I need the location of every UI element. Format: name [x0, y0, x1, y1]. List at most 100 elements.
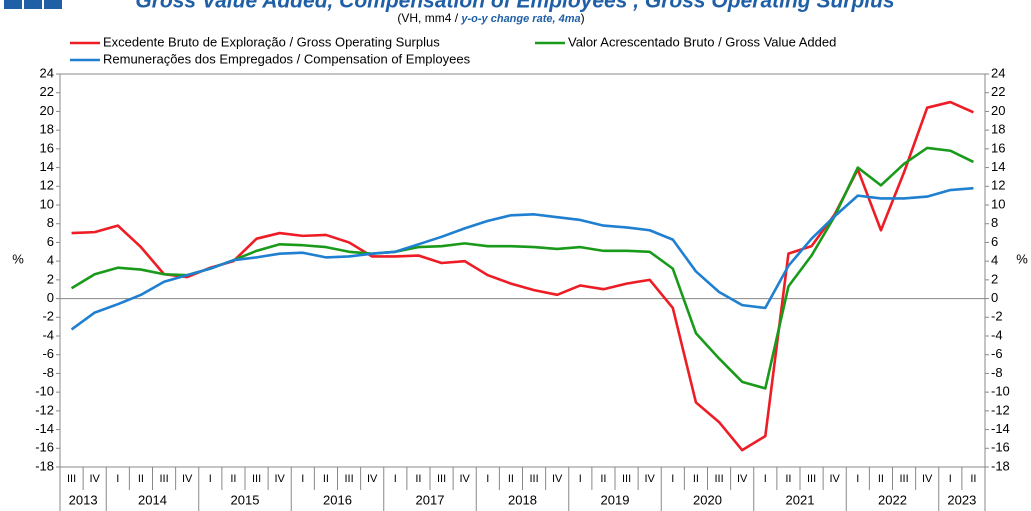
x-tick-label: I: [116, 473, 119, 485]
y-tick-label: -14: [35, 421, 54, 436]
x-tick-label: II: [785, 473, 791, 485]
y2-tick-label: -12: [991, 402, 1010, 417]
y-tick-label: -18: [35, 458, 54, 473]
y2-tick-label: -2: [991, 309, 1003, 324]
x-tick-label: III: [529, 473, 538, 485]
x-tick-label: IV: [459, 473, 470, 485]
y-tick-label: -4: [42, 327, 54, 342]
y2-tick-label: 2: [991, 271, 998, 286]
y2-tick-label: -14: [991, 421, 1010, 436]
x-tick-label: IV: [89, 473, 100, 485]
year-label: 2015: [231, 492, 260, 507]
y-tick-label: -2: [42, 309, 54, 324]
x-tick-label: III: [344, 473, 353, 485]
year-label: 2014: [138, 492, 167, 507]
year-label: 2019: [601, 492, 630, 507]
y-tick-label: 22: [40, 84, 54, 99]
x-tick-label: I: [671, 473, 674, 485]
year-label: 2021: [786, 492, 815, 507]
logo-block: [44, 0, 62, 9]
x-tick-label: I: [394, 473, 397, 485]
subtitle-part: ): [581, 11, 585, 25]
y2-tick-label: 18: [991, 122, 1005, 137]
legend-label: Excedente Bruto de Exploração / Gross Op…: [103, 34, 440, 49]
x-tick-label: IV: [367, 473, 378, 485]
y-tick-label: -16: [35, 440, 54, 455]
x-tick-label: II: [138, 473, 144, 485]
x-tick-label: II: [508, 473, 514, 485]
y2-tick-label: -6: [991, 346, 1003, 361]
y-tick-label: -12: [35, 402, 54, 417]
x-tick-label: IV: [274, 473, 285, 485]
x-tick-label: III: [437, 473, 446, 485]
x-tick-label: III: [899, 473, 908, 485]
x-tick-label: IV: [922, 473, 933, 485]
y2-tick-label: -8: [991, 365, 1003, 380]
y2-tick-label: 20: [991, 103, 1005, 118]
y-tick-label: -6: [42, 346, 54, 361]
year-label: 2017: [416, 492, 445, 507]
x-tick-label: II: [230, 473, 236, 485]
y2-tick-label: 0: [991, 290, 998, 305]
y2-tick-label: 4: [991, 253, 998, 268]
x-tick-label: II: [970, 473, 976, 485]
logo-block: [24, 0, 42, 9]
y-tick-label: 2: [47, 271, 54, 286]
series-line: [71, 100, 974, 452]
year-label: 2022: [878, 492, 907, 507]
x-tick-label: II: [323, 473, 329, 485]
logo-block: [4, 0, 22, 9]
x-tick-label: I: [764, 473, 767, 485]
y-tick-label: -10: [35, 384, 54, 399]
y2-tick-label: -18: [991, 458, 1010, 473]
legend-label: Valor Acrescentado Bruto / Gross Value A…: [568, 34, 836, 49]
x-tick-label: III: [67, 473, 76, 485]
chart-subtitle: (VH, mm4 / y-o-y change rate, 4ma): [397, 11, 584, 25]
y-tick-label: 18: [40, 122, 54, 137]
y2-tick-label: 8: [991, 215, 998, 230]
chart-title: Gross Value Added, Compensation of Emplo…: [135, 0, 894, 13]
x-tick-label: I: [209, 473, 212, 485]
x-tick-label: I: [856, 473, 859, 485]
y2-tick-label: 14: [991, 159, 1005, 174]
series-line: [70, 186, 974, 331]
x-tick-label: III: [807, 473, 816, 485]
subtitle-part: y-o-y change rate, 4ma: [460, 13, 580, 25]
x-tick-label: IV: [829, 473, 840, 485]
year-label: 2013: [69, 492, 98, 507]
y2-tick-label: -4: [991, 327, 1003, 342]
x-tick-label: I: [579, 473, 582, 485]
year-label: 2023: [947, 492, 976, 507]
y2-tick-label: -16: [991, 440, 1010, 455]
y2-tick-label: 22: [991, 84, 1005, 99]
x-tick-label: III: [159, 473, 168, 485]
x-tick-label: III: [252, 473, 261, 485]
subtitle-part: (VH, mm4 /: [397, 11, 461, 25]
x-tick-label: IV: [552, 473, 563, 485]
x-tick-label: II: [878, 473, 884, 485]
x-tick-label: I: [301, 473, 304, 485]
y2-tick-label: 6: [991, 234, 998, 249]
y-tick-label: 10: [40, 196, 54, 211]
x-tick-label: III: [714, 473, 723, 485]
x-tick-label: IV: [182, 473, 193, 485]
y2-axis-label: %: [1016, 251, 1028, 266]
y-tick-label: 8: [47, 215, 54, 230]
x-tick-label: III: [622, 473, 631, 485]
x-tick-label: I: [949, 473, 952, 485]
y2-tick-label: 12: [991, 178, 1005, 193]
x-tick-label: I: [486, 473, 489, 485]
x-tick-label: II: [600, 473, 606, 485]
x-tick-label: II: [693, 473, 699, 485]
y2-tick-label: 10: [991, 196, 1005, 211]
year-label: 2020: [693, 492, 722, 507]
y2-tick-label: -10: [991, 384, 1010, 399]
legend-label: Remunerações dos Empregados / Compensati…: [103, 51, 471, 66]
y-tick-label: 6: [47, 234, 54, 249]
x-tick-label: II: [415, 473, 421, 485]
y-tick-label: 12: [40, 178, 54, 193]
year-label: 2018: [508, 492, 537, 507]
plot-frame: [59, 73, 986, 468]
y2-tick-label: 16: [991, 140, 1005, 155]
